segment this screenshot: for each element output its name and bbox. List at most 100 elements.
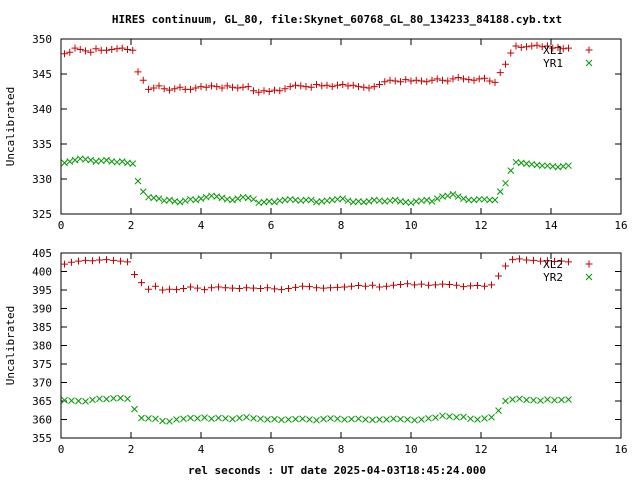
- data-point: [87, 48, 95, 56]
- chart-title: HIRES continuum, GL_80, file:Skynet_6076…: [112, 13, 562, 26]
- data-point: [460, 283, 467, 291]
- data-point: [460, 195, 467, 202]
- data-point: [370, 83, 378, 91]
- data-point: [391, 77, 399, 85]
- data-point: [218, 84, 226, 92]
- data-point: [449, 75, 457, 83]
- data-point: [453, 413, 460, 421]
- data-point: [454, 193, 462, 200]
- data-point: [71, 156, 79, 164]
- data-point: [213, 193, 221, 200]
- data-point: [558, 257, 565, 265]
- data-point: [265, 88, 273, 95]
- data-point: [355, 282, 362, 290]
- data-point: [355, 415, 362, 423]
- y-tick-label: 345: [32, 68, 52, 81]
- x-tick-label: 0: [58, 219, 65, 232]
- data-point: [397, 415, 404, 423]
- data-point: [176, 198, 184, 206]
- data-point: [544, 257, 551, 265]
- data-point: [66, 48, 74, 56]
- data-point: [470, 76, 478, 84]
- data-point: [243, 284, 250, 292]
- data-point: [124, 46, 131, 53]
- data-point: [509, 256, 516, 264]
- data-point: [208, 284, 215, 292]
- legend-marker: [585, 46, 593, 54]
- data-point: [486, 196, 494, 204]
- data-point: [124, 258, 131, 266]
- plot-frame: [60, 38, 622, 215]
- data-point: [138, 414, 145, 422]
- data-point: [402, 76, 410, 84]
- data-point: [218, 194, 226, 202]
- data-point: [250, 415, 257, 422]
- data-point: [302, 83, 310, 91]
- data-point: [139, 188, 147, 195]
- data-point: [307, 196, 315, 204]
- data-point: [418, 280, 425, 288]
- data-point: [76, 46, 84, 53]
- data-point: [82, 398, 89, 405]
- data-point: [507, 167, 515, 174]
- data-point: [475, 195, 483, 203]
- data-point: [159, 286, 166, 294]
- x-tick-label: 12: [474, 219, 487, 232]
- data-point: [423, 196, 431, 204]
- data-point: [202, 83, 210, 91]
- data-point: [229, 284, 236, 292]
- data-point: [187, 85, 194, 93]
- data-point: [502, 262, 509, 270]
- data-point: [145, 415, 152, 422]
- legend-label: YR1: [543, 57, 563, 70]
- data-point: [491, 196, 499, 204]
- data-point: [234, 84, 242, 92]
- y-tick-label: 365: [32, 395, 52, 408]
- data-point: [103, 46, 110, 54]
- y-tick-label: 375: [32, 358, 52, 371]
- legend-marker: [585, 273, 593, 281]
- data-point: [481, 74, 488, 82]
- data-point: [75, 257, 82, 265]
- data-point: [110, 256, 117, 264]
- y-tick-label: 380: [32, 340, 52, 353]
- data-point: [404, 416, 411, 423]
- data-point: [537, 257, 544, 265]
- data-point: [61, 50, 68, 58]
- data-point: [257, 285, 264, 293]
- data-point: [537, 397, 544, 404]
- y-tick-label: 340: [32, 103, 52, 116]
- data-point: [257, 415, 264, 423]
- data-point: [418, 77, 425, 85]
- data-point: [234, 195, 242, 202]
- data-point: [397, 280, 404, 288]
- data-point: [96, 256, 103, 264]
- plot-panel-2: 0 2 4 6 8 10 12 14 16 355 360 365 370 375 380 385 390 395…: [4, 247, 628, 456]
- data-point: [496, 69, 504, 77]
- data-point: [68, 397, 75, 404]
- data-point: [551, 396, 558, 404]
- data-point: [264, 416, 271, 423]
- data-point: [439, 280, 446, 288]
- x-tick-label: 14: [544, 219, 558, 232]
- data-point: [362, 416, 369, 423]
- data-point: [516, 255, 523, 263]
- data-point: [187, 414, 194, 422]
- y-tick-label: 335: [32, 138, 52, 151]
- data-point: [131, 405, 138, 413]
- data-point: [433, 75, 441, 83]
- data-point: [376, 416, 383, 423]
- data-point: [390, 281, 397, 289]
- data-point: [313, 81, 320, 88]
- data-point: [152, 282, 159, 290]
- data-point: [103, 156, 110, 164]
- data-point: [318, 82, 326, 90]
- y-tick-label: 405: [32, 247, 52, 260]
- data-point: [432, 281, 439, 289]
- data-point: [61, 396, 68, 404]
- data-point: [407, 199, 415, 207]
- data-point: [239, 83, 247, 91]
- data-point: [89, 396, 96, 404]
- data-point: [134, 68, 142, 76]
- data-point: [201, 414, 208, 422]
